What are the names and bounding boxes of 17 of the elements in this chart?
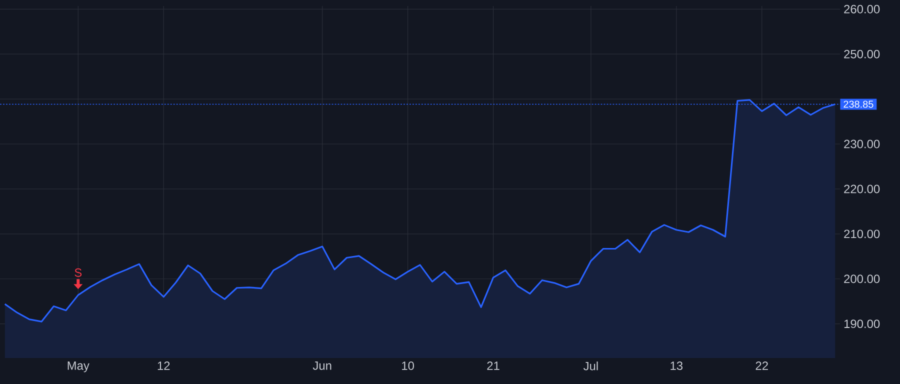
y-tick-label: 260.00	[844, 4, 880, 14]
x-tick-label: Jun	[312, 362, 332, 370]
y-tick-label: 200.00	[844, 274, 880, 284]
y-tick-label: 210.00	[844, 230, 880, 238]
y-tick-label: 230.00	[844, 140, 880, 148]
x-tick-label: 10	[402, 362, 414, 370]
x-tick-label: Jul	[583, 362, 598, 370]
x-tick-label: 22	[756, 362, 768, 370]
x-tick-label: 21	[487, 362, 500, 370]
x-tick-label: May	[68, 362, 90, 372]
y-tick-label: 190.00	[844, 320, 880, 328]
annotation: S	[74, 268, 82, 277]
x-tick-label: 13	[670, 362, 683, 370]
x-tick-label: 12	[158, 362, 170, 370]
ref-line-label: 238.85	[844, 100, 874, 108]
y-tick-label: 250.00	[844, 50, 880, 58]
y-tick-label: 220.00	[844, 184, 880, 194]
